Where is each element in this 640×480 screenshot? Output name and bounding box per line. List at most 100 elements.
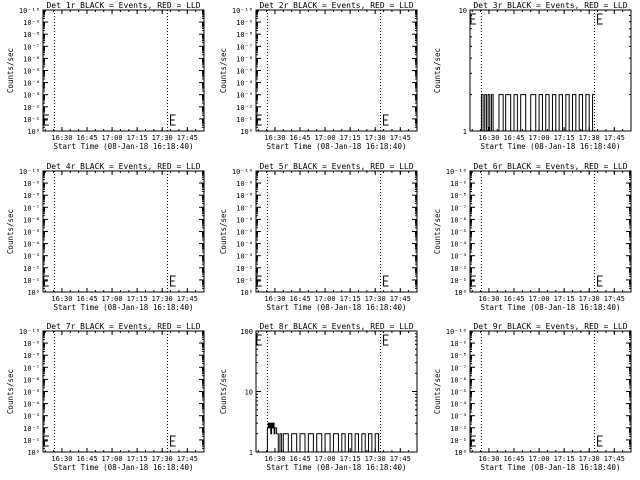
y-tick-label: 10⁻¹	[450, 437, 467, 445]
time-marker-bracket	[256, 334, 262, 346]
time-marker-bracket	[470, 435, 476, 447]
x-tick-label: 17:45	[604, 455, 625, 463]
y-axis-label: Counts/sec	[219, 48, 228, 93]
y-tick-label: 10⁻⁷	[236, 204, 253, 212]
x-axis-label: Start Time (08-Jan-18 16:18:40)	[481, 303, 621, 312]
x-tick-label: 17:15	[554, 455, 575, 463]
y-tick-label: 10⁻³	[23, 253, 40, 261]
y-tick-label: 10⁻⁸	[236, 192, 253, 200]
x-axis-label: Start Time (08-Jan-18 16:18:40)	[54, 463, 194, 472]
time-marker-bracket	[597, 13, 603, 25]
x-tick-label: 16:30	[51, 134, 72, 142]
x-tick-label: 17:15	[340, 295, 361, 303]
y-tick-label: 10⁻⁷	[236, 43, 253, 51]
y-tick-label: 10⁻⁴	[23, 80, 40, 88]
plot-frame	[42, 9, 205, 132]
time-marker-bracket	[383, 275, 389, 287]
x-tick-label: 17:45	[390, 295, 411, 303]
x-tick-label: 16:30	[264, 455, 285, 463]
chart-panel-7: Det 7r BLACK = Events, RED = LLD 16:30 16:…	[6, 322, 205, 472]
x-tick-label: 17:15	[340, 455, 361, 463]
x-tick-label: 17:30	[365, 134, 386, 142]
plot-frame	[255, 9, 418, 132]
y-tick-label: 1	[249, 449, 253, 457]
y-tick-label: 10⁻¹⁰	[232, 7, 253, 15]
chart-title: Det 2r BLACK = Events, RED = LLD	[259, 1, 413, 10]
x-tick-label: 17:00	[315, 295, 336, 303]
y-tick-label: 10⁻⁵	[23, 68, 40, 76]
y-tick-label: 10⁻⁴	[236, 80, 253, 88]
y-tick-label: 10⁻¹	[23, 437, 40, 445]
y-tick-label: 10⁻⁸	[23, 31, 40, 39]
chart-panel-9: Det 9r BLACK = Events, RED = LLD 16:30 16:…	[433, 322, 632, 472]
y-tick-label: 10⁻¹⁰	[232, 168, 253, 176]
y-tick-label: 10⁻⁹	[236, 19, 253, 27]
y-tick-label: 10⁻⁴	[23, 241, 40, 249]
time-marker-bracket	[597, 275, 603, 287]
time-marker-bracket	[597, 435, 603, 447]
plot-frame	[469, 9, 632, 132]
y-tick-label: 10⁰	[27, 449, 40, 457]
y-tick-label: 10⁻⁸	[23, 352, 40, 360]
y-tick-label: 10⁻¹⁰	[19, 7, 40, 15]
y-tick-label: 10⁻²	[450, 265, 467, 273]
y-axis-label: Counts/sec	[433, 209, 442, 254]
chart-title: Det 5r BLACK = Events, RED = LLD	[259, 162, 413, 171]
y-tick-label: 10⁻⁴	[23, 401, 40, 409]
x-tick-label: 16:45	[503, 134, 524, 142]
y-axis-label: Counts/sec	[219, 209, 228, 254]
y-tick-label: 10⁻⁹	[23, 340, 40, 348]
x-tick-label: 17:45	[390, 134, 411, 142]
y-tick-label: 10⁻⁸	[23, 192, 40, 200]
x-axis-label: Start Time (08-Jan-18 16:18:40)	[54, 303, 194, 312]
y-tick-label: 10⁰	[240, 128, 253, 136]
chart-title: Det 9r BLACK = Events, RED = LLD	[473, 322, 627, 331]
x-tick-label: 16:30	[51, 295, 72, 303]
x-tick-label: 16:45	[503, 295, 524, 303]
y-tick-label: 10⁻⁷	[23, 364, 40, 372]
x-tick-label: 17:15	[554, 134, 575, 142]
chart-title: Det 8r BLACK = Events, RED = LLD	[259, 322, 413, 331]
y-tick-label: 10⁻¹⁰	[19, 168, 40, 176]
y-tick-label: 10⁻⁶	[450, 376, 467, 384]
x-tick-label: 17:30	[579, 134, 600, 142]
y-tick-label: 100	[240, 328, 253, 336]
x-tick-label: 17:30	[152, 295, 173, 303]
x-axis-label: Start Time (08-Jan-18 16:18:40)	[267, 142, 407, 151]
x-tick-label: 16:30	[51, 455, 72, 463]
y-tick-label: 10⁻³	[450, 413, 467, 421]
y-tick-label: 10⁻⁷	[23, 204, 40, 212]
y-tick-label: 10⁻⁴	[450, 401, 467, 409]
y-tick-label: 10⁻²	[236, 104, 253, 112]
x-tick-label: 17:15	[127, 134, 148, 142]
y-tick-label: 10⁻²	[23, 425, 40, 433]
x-axis-label: Start Time (08-Jan-18 16:18:40)	[481, 463, 621, 472]
y-tick-label: 10⁻⁹	[23, 180, 40, 188]
x-tick-label: 17:45	[177, 134, 198, 142]
time-marker-bracket	[170, 114, 176, 126]
x-tick-label: 17:45	[177, 455, 198, 463]
y-tick-label: 10⁻⁸	[450, 352, 467, 360]
y-tick-label: 10⁻³	[450, 253, 467, 261]
x-tick-label: 16:30	[478, 455, 499, 463]
plot-frame	[42, 170, 205, 293]
x-tick-label: 17:00	[529, 455, 550, 463]
x-axis-label: Start Time (08-Jan-18 16:18:40)	[481, 142, 621, 151]
time-marker-bracket	[170, 435, 176, 447]
x-tick-label: 17:15	[127, 455, 148, 463]
y-tick-label: 10⁻¹	[236, 277, 253, 285]
y-tick-label: 10⁻⁵	[450, 389, 467, 397]
y-tick-label: 10⁻³	[23, 413, 40, 421]
y-tick-label: 10⁻⁵	[23, 389, 40, 397]
y-tick-label: 10⁻⁶	[23, 55, 40, 63]
y-tick-label: 10⁻³	[23, 92, 40, 100]
y-axis-label: Counts/sec	[6, 48, 15, 93]
chart-title: Det 1r BLACK = Events, RED = LLD	[46, 1, 200, 10]
x-tick-label: 17:00	[102, 134, 123, 142]
time-marker-bracket	[470, 275, 476, 287]
time-marker-bracket	[43, 435, 49, 447]
time-marker-bracket	[256, 114, 262, 126]
x-tick-label: 17:30	[579, 455, 600, 463]
y-tick-label: 10⁻¹⁰	[19, 328, 40, 336]
x-tick-label: 17:45	[604, 295, 625, 303]
